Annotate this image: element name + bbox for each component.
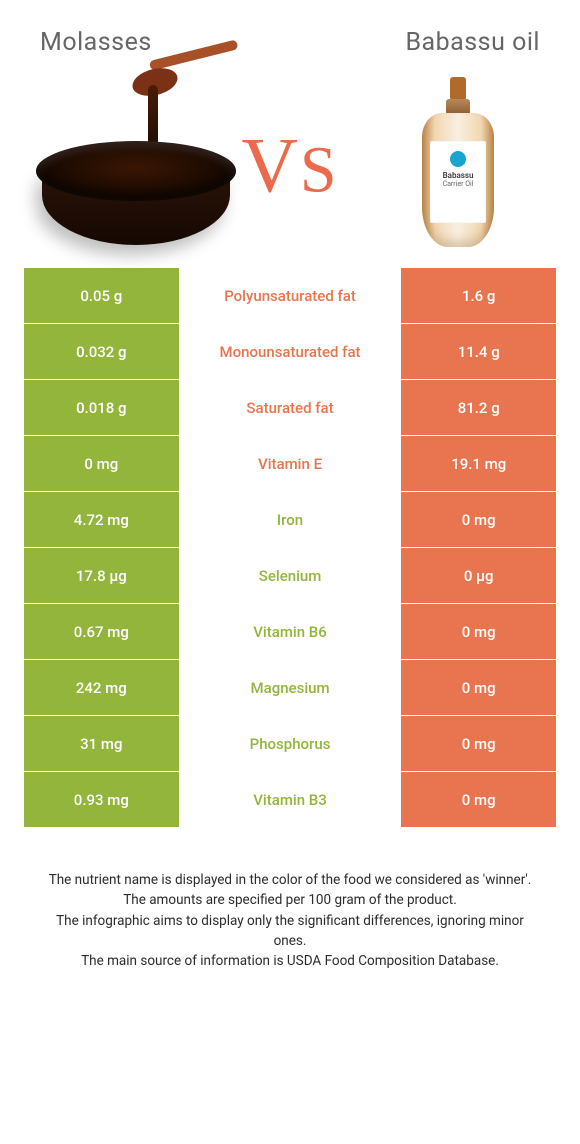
babassu-image: Babassu Carrier Oil [378, 67, 538, 257]
nutrient-name: Selenium [180, 548, 401, 603]
bowl-icon [36, 141, 236, 251]
left-value: 31 mg [24, 716, 179, 771]
right-value: 0 µg [401, 548, 556, 603]
spoon-icon [92, 61, 212, 131]
table-row: 242 mgMagnesium0 mg [24, 660, 556, 715]
infographic-container: Molasses Babassu oil VS [0, 0, 580, 1001]
left-value: 0.018 g [24, 380, 179, 435]
nutrient-name: Vitamin E [180, 436, 401, 491]
footnote-line: The infographic aims to display only the… [48, 911, 532, 952]
bottle-icon: Babassu Carrier Oil [422, 77, 494, 247]
nutrient-name: Phosphorus [180, 716, 401, 771]
left-value: 0 mg [24, 436, 179, 491]
table-row: 0.93 mgVitamin B30 mg [24, 772, 556, 827]
nutrient-name: Polyunsaturated fat [180, 268, 401, 323]
vs-v: V [241, 122, 299, 209]
right-value: 19.1 mg [401, 436, 556, 491]
left-value: 4.72 mg [24, 492, 179, 547]
bottle-label-line1: Babassu [430, 171, 486, 180]
hero-row: VS Babassu Carrier Oil [22, 67, 558, 257]
table-row: 17.8 µgSelenium0 µg [24, 548, 556, 603]
table-row: 0 mgVitamin E19.1 mg [24, 436, 556, 491]
footnotes: The nutrient name is displayed in the co… [22, 870, 558, 971]
table-row: 4.72 mgIron0 mg [24, 492, 556, 547]
left-value: 0.93 mg [24, 772, 179, 827]
table-row: 0.018 gSaturated fat81.2 g [24, 380, 556, 435]
bottle-label-line2: Carrier Oil [430, 180, 486, 188]
nutrient-table-body: 0.05 gPolyunsaturated fat1.6 g0.032 gMon… [24, 268, 556, 827]
left-value: 0.05 g [24, 268, 179, 323]
table-row: 0.05 gPolyunsaturated fat1.6 g [24, 268, 556, 323]
right-value: 0 mg [401, 492, 556, 547]
footnote-line: The main source of information is USDA F… [48, 951, 532, 971]
right-value: 0 mg [401, 604, 556, 659]
vs-s: S [300, 134, 339, 207]
left-value: 0.67 mg [24, 604, 179, 659]
left-value: 17.8 µg [24, 548, 179, 603]
left-value: 242 mg [24, 660, 179, 715]
title-left: Molasses [40, 28, 152, 57]
footnote-line: The nutrient name is displayed in the co… [48, 870, 532, 890]
nutrient-name: Vitamin B3 [180, 772, 401, 827]
molasses-image [22, 67, 252, 257]
title-right: Babassu oil [405, 28, 540, 57]
left-value: 0.032 g [24, 324, 179, 379]
nutrient-name: Vitamin B6 [180, 604, 401, 659]
right-value: 0 mg [401, 660, 556, 715]
table-row: 0.032 gMonounsaturated fat11.4 g [24, 324, 556, 379]
footnote-line: The amounts are specified per 100 gram o… [48, 890, 532, 910]
right-value: 11.4 g [401, 324, 556, 379]
nutrient-table: 0.05 gPolyunsaturated fat1.6 g0.032 gMon… [23, 267, 557, 828]
nutrient-name: Iron [180, 492, 401, 547]
table-row: 0.67 mgVitamin B60 mg [24, 604, 556, 659]
right-value: 0 mg [401, 772, 556, 827]
nutrient-name: Saturated fat [180, 380, 401, 435]
nutrient-name: Monounsaturated fat [180, 324, 401, 379]
right-value: 81.2 g [401, 380, 556, 435]
right-value: 0 mg [401, 716, 556, 771]
vs-label: VS [241, 121, 338, 211]
brand-dot-icon [450, 151, 466, 167]
right-value: 1.6 g [401, 268, 556, 323]
table-row: 31 mgPhosphorus0 mg [24, 716, 556, 771]
nutrient-name: Magnesium [180, 660, 401, 715]
bottle-label: Babassu Carrier Oil [430, 141, 486, 223]
